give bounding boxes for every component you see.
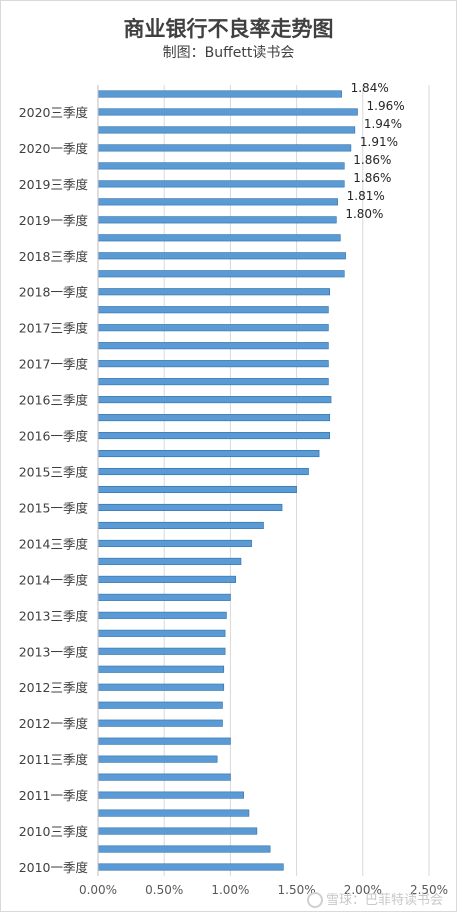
bar (97, 719, 223, 727)
y-tick-label: 2014三季度 (19, 536, 89, 551)
bar (97, 90, 342, 98)
y-tick-label: 2012一季度 (19, 716, 89, 731)
data-label: 1.96% (367, 99, 405, 113)
y-tick-label: 2016一季度 (19, 429, 89, 444)
y-tick-label: 2017三季度 (19, 321, 89, 336)
bar (97, 396, 332, 404)
y-tick-label: 2015一季度 (19, 500, 89, 515)
bar (97, 432, 330, 440)
bar (97, 521, 264, 529)
data-label: 1.86% (353, 171, 391, 185)
bar (97, 755, 218, 763)
y-tick-label: 2010三季度 (19, 824, 89, 839)
x-tick-label: 1.50% (278, 883, 316, 897)
bar (97, 324, 329, 332)
chart-subtitle: 制图：Buffett读书会 (162, 45, 295, 61)
data-label: 1.84% (351, 81, 389, 95)
y-tick-label: 2015三季度 (19, 465, 89, 480)
bar (97, 467, 309, 476)
y-tick-label: 2020三季度 (19, 105, 89, 120)
y-tick-label: 2020一季度 (19, 141, 89, 156)
bar (97, 360, 329, 368)
bar (97, 198, 338, 206)
x-tick-label: 0.00% (79, 883, 117, 897)
x-tick-label: 0.50% (145, 883, 183, 897)
snowball-icon (306, 892, 323, 908)
bar (97, 647, 226, 655)
bar (97, 773, 231, 781)
bar (97, 216, 337, 224)
bar (97, 270, 345, 278)
y-tick-label: 2016三季度 (19, 393, 89, 408)
x-tick-label: 2.00% (344, 883, 382, 897)
bar (97, 144, 352, 152)
bar (97, 180, 345, 188)
y-tick-label: 2017一季度 (19, 357, 89, 372)
x-tick-label: 2.50% (410, 883, 448, 897)
data-label: 1.81% (347, 189, 385, 203)
bar (97, 449, 320, 458)
data-label: 1.94% (364, 117, 402, 131)
bar (97, 827, 258, 835)
data-label: 1.91% (360, 135, 398, 149)
bar (97, 593, 231, 601)
bar (97, 414, 330, 422)
chart-title: 商业银行不良率走势图 (123, 17, 334, 41)
bar (97, 288, 330, 296)
data-label: 1.86% (353, 153, 391, 167)
bar (97, 234, 341, 242)
bar (97, 611, 227, 619)
bar (97, 683, 225, 691)
bar (97, 108, 358, 116)
y-tick-label: 2011三季度 (19, 752, 89, 767)
watermark: 雪球：巴菲特读书会 (306, 889, 443, 908)
bar (97, 845, 271, 853)
bar (97, 485, 297, 494)
x-tick-label: 1.00% (211, 883, 249, 897)
bar (97, 665, 225, 673)
watermark-text: 雪球：巴菲特读书会 (325, 893, 443, 908)
y-tick-label: 2019三季度 (19, 177, 89, 192)
y-tick-label: 2013一季度 (19, 644, 89, 659)
bar (97, 809, 250, 817)
bar (97, 342, 329, 350)
bar (97, 378, 329, 386)
bar (97, 575, 236, 583)
bar (97, 539, 252, 547)
y-tick-label: 2018三季度 (19, 249, 89, 264)
y-tick-label: 2019一季度 (19, 213, 89, 228)
bar (97, 557, 242, 565)
y-tick-label: 2010一季度 (19, 860, 89, 875)
bar (97, 162, 345, 170)
y-tick-label: 2014一季度 (19, 572, 89, 587)
bar (97, 503, 283, 512)
y-tick-label: 2011一季度 (19, 788, 89, 803)
bar (97, 306, 329, 314)
bar (97, 252, 346, 260)
bar (97, 791, 244, 799)
bar (97, 629, 226, 637)
bar (97, 701, 223, 709)
y-tick-label: 2018一季度 (19, 285, 89, 300)
bar (97, 737, 231, 745)
bar (97, 863, 284, 871)
y-tick-label: 2013三季度 (19, 608, 89, 623)
bar (97, 126, 356, 134)
data-label: 1.80% (345, 207, 383, 221)
y-tick-label: 2012三季度 (19, 680, 89, 695)
